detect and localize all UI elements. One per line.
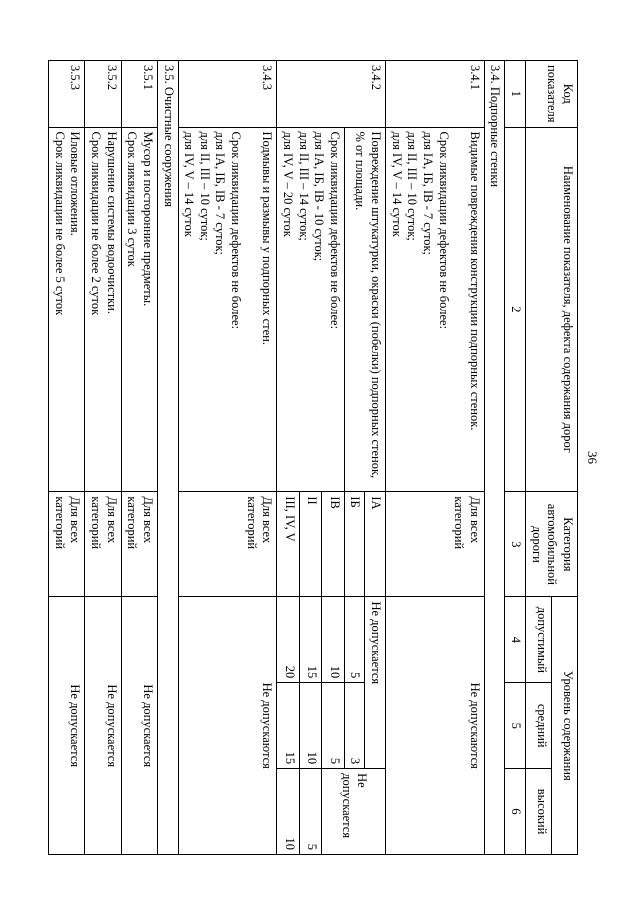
col-cat: Категория автомобильной дороги xyxy=(526,492,578,597)
col-level: Уровень содержания xyxy=(552,597,578,855)
cell-cat: IА xyxy=(365,492,386,597)
coln-5: 5 xyxy=(505,683,526,769)
cell-name: Подмывы и размывы у подпорных стен. Срок… xyxy=(178,127,277,492)
page-number: 36 xyxy=(584,60,600,855)
cell-m: 3 xyxy=(344,683,365,769)
table-row: 3.4.1 Видимые повреждения конструкции по… xyxy=(386,61,485,855)
cell-a: Не допускается xyxy=(365,597,386,769)
table-row: 3.5.1 Мусор и посторонние предметы. Срок… xyxy=(121,61,157,855)
cell-cat: III, IV, V xyxy=(277,492,300,597)
coln-1: 1 xyxy=(505,61,526,128)
col-allow: допустимый xyxy=(526,597,552,683)
table-row: 3.4.3 Подмывы и размывы у подпорных стен… xyxy=(178,61,277,855)
cell-code: 3.4.3 xyxy=(178,61,277,128)
cell-m: 10 xyxy=(299,683,322,769)
col-code: Код показателя xyxy=(526,61,578,128)
cell-val: Не допускаются xyxy=(178,597,277,855)
cell-cat: IВ xyxy=(322,492,345,597)
cell-val: Не допускается xyxy=(85,597,121,855)
cell-a: 15 xyxy=(299,597,322,683)
cell-a: 20 xyxy=(277,597,300,683)
cell-a: 5 xyxy=(344,597,365,683)
cell-a: 10 xyxy=(322,597,345,683)
table-row: 3.4.2 Повреждение штукатурки, окраски (п… xyxy=(365,61,386,855)
cell-cat: Для всех категорий xyxy=(85,492,121,597)
cell-cat: II xyxy=(299,492,322,597)
cell-m: 5 xyxy=(322,683,345,769)
cell-val: Не допускается xyxy=(49,597,85,855)
cell-cat: Для всех категорий xyxy=(121,492,157,597)
table-row: Срок ликвидации дефектов не более: для I… xyxy=(322,61,345,855)
table-row: 3.5.2 Нарушение системы водоочистки. Сро… xyxy=(85,61,121,855)
table-row: 3.5.3 Иловые отложения. Срок ликвидации … xyxy=(49,61,85,855)
coln-4: 4 xyxy=(505,597,526,683)
coln-6: 6 xyxy=(505,769,526,855)
coln-3: 3 xyxy=(505,492,526,597)
col-high: высокий xyxy=(526,769,552,855)
cell-code: 3.5.3 xyxy=(49,61,85,128)
cell-cat: IБ xyxy=(344,492,365,597)
cell-val: Не допускается xyxy=(121,597,157,855)
cell-code: 3.5.1 xyxy=(121,61,157,128)
cell-cat: Для всех категорий xyxy=(49,492,85,597)
cell-name: Мусор и посторонние предметы. Срок ликви… xyxy=(121,127,157,492)
cell-val: Не допускаются xyxy=(386,597,485,855)
coln-2: 2 xyxy=(505,127,526,492)
cell-name: Срок ликвидации дефектов не более: для I… xyxy=(277,127,345,492)
cell-h: 5 xyxy=(299,769,322,855)
section-3-4: 3.4. Подпорные стенки xyxy=(484,61,505,855)
cell-cat: Для всех категорий xyxy=(178,492,277,597)
cell-name: Повреждение штукатурки, окраски (побелки… xyxy=(344,127,385,492)
cell-cat: Для всех категорий xyxy=(386,492,485,597)
cell-code: 3.4.1 xyxy=(386,61,485,128)
cell-code: 3.4.2 xyxy=(277,61,386,128)
defects-table: Код показателя Наименование показателя, … xyxy=(48,60,578,855)
section-3-5: 3.5. Очистные сооружения xyxy=(158,61,179,855)
cell-name: Нарушение системы водоочистки. Срок ликв… xyxy=(85,127,121,492)
cell-h: Не допускается xyxy=(322,769,386,855)
col-mid: средний xyxy=(526,683,552,769)
cell-name: Видимые повреждения конструкции подпорны… xyxy=(386,127,485,492)
cell-name: Иловые отложения. Срок ликвидации не бол… xyxy=(49,127,85,492)
col-name: Наименование показателя, дефекта содержа… xyxy=(526,127,578,492)
cell-code: 3.5.2 xyxy=(85,61,121,128)
cell-h: 10 xyxy=(277,769,300,855)
cell-m: 15 xyxy=(277,683,300,769)
